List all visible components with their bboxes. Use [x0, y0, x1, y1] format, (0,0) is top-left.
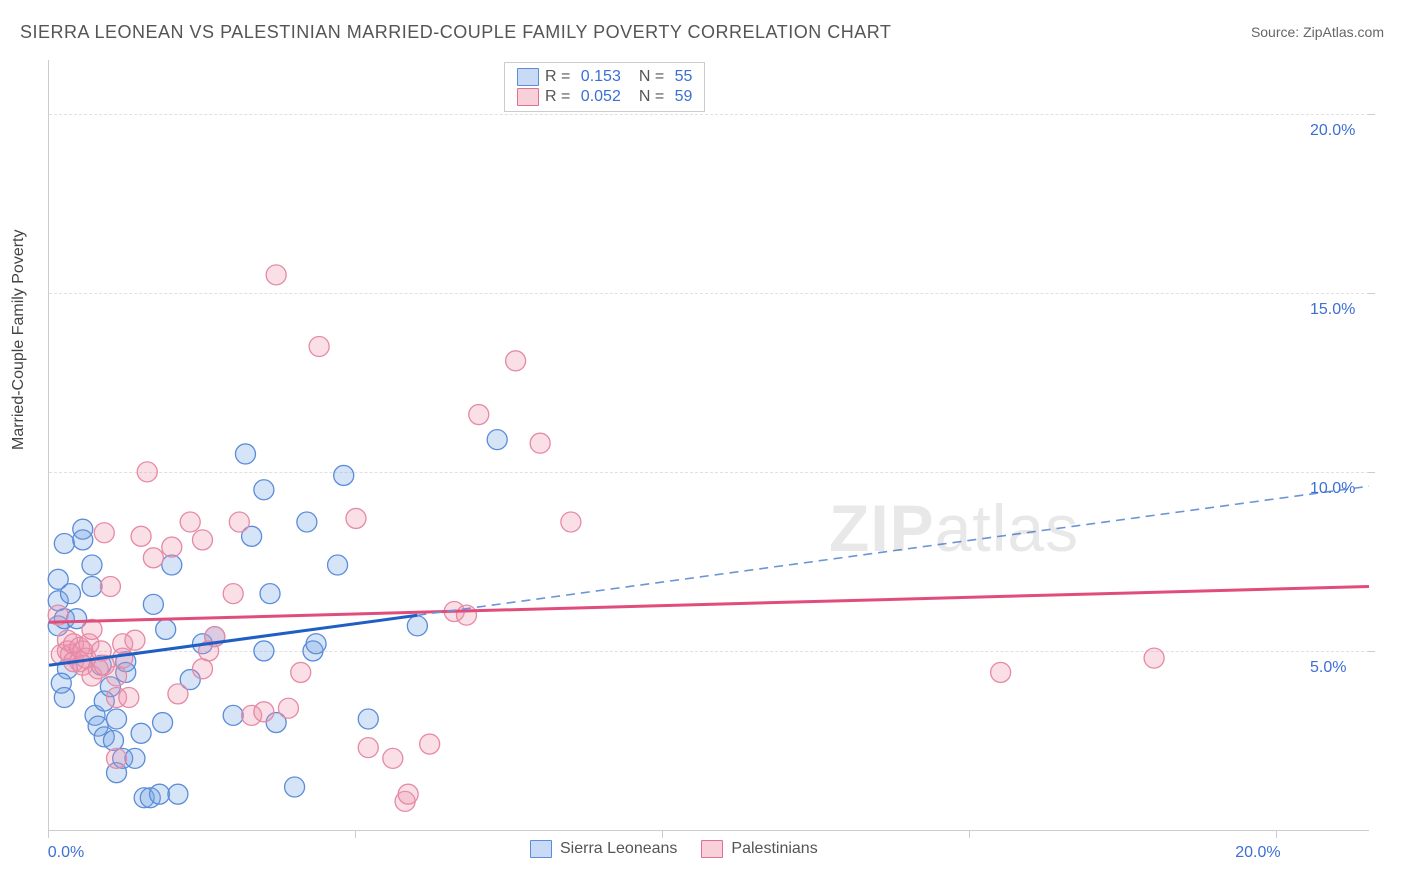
swatch-pink-icon [517, 88, 539, 106]
r-value-pink: 0.052 [581, 88, 621, 106]
data-point [100, 576, 120, 596]
swatch-blue-icon [530, 840, 552, 858]
data-point [420, 734, 440, 754]
data-point [180, 512, 200, 532]
data-point [266, 265, 286, 285]
data-point [407, 616, 427, 636]
data-point [143, 594, 163, 614]
data-point [297, 512, 317, 532]
data-point [223, 705, 243, 725]
trend-line [49, 586, 1369, 622]
data-point [192, 659, 212, 679]
data-point [54, 687, 74, 707]
data-point [278, 698, 298, 718]
data-point [254, 641, 274, 661]
legend-label-blue: Sierra Leoneans [560, 840, 677, 858]
data-point [358, 709, 378, 729]
data-point [150, 784, 170, 804]
y-tick-label: 15.0% [1310, 301, 1355, 319]
y-axis-title: Married-Couple Family Poverty [10, 229, 28, 450]
data-point [192, 530, 212, 550]
n-label: N = [639, 88, 669, 106]
data-point [125, 630, 145, 650]
data-point [107, 666, 127, 686]
plot-area: ZIPatlas R = 0.153 N = 55 R = 0.052 N = … [48, 60, 1369, 831]
data-point [309, 337, 329, 357]
data-point [328, 555, 348, 575]
data-point [346, 508, 366, 528]
data-point [113, 648, 133, 668]
data-point [60, 584, 80, 604]
data-point [235, 444, 255, 464]
data-point [530, 433, 550, 453]
n-label: N = [639, 68, 669, 86]
data-point [54, 533, 74, 553]
y-tick-label: 20.0% [1310, 122, 1355, 140]
data-point [469, 405, 489, 425]
data-point [153, 713, 173, 733]
data-point [168, 684, 188, 704]
data-point [398, 784, 418, 804]
data-point [119, 687, 139, 707]
data-point [82, 555, 102, 575]
data-point [1144, 648, 1164, 668]
data-point [254, 480, 274, 500]
data-point [260, 584, 280, 604]
data-point [156, 619, 176, 639]
data-point [107, 748, 127, 768]
swatch-pink-icon [701, 840, 723, 858]
stats-row-pink: R = 0.052 N = 59 [517, 87, 692, 107]
trend-line [417, 486, 1369, 615]
data-point [162, 555, 182, 575]
data-point [487, 430, 507, 450]
legend-label-pink: Palestinians [731, 840, 817, 858]
swatch-blue-icon [517, 68, 539, 86]
data-point [103, 730, 123, 750]
data-point [82, 576, 102, 596]
data-point [131, 723, 151, 743]
chart-title: SIERRA LEONEAN VS PALESTINIAN MARRIED-CO… [20, 22, 891, 43]
stats-legend-box: R = 0.153 N = 55 R = 0.052 N = 59 [504, 62, 705, 112]
data-point [73, 530, 93, 550]
data-point [383, 748, 403, 768]
legend-item-blue: Sierra Leoneans [530, 840, 677, 858]
data-point [334, 465, 354, 485]
n-value-blue: 55 [675, 68, 693, 86]
data-point [991, 662, 1011, 682]
data-point [561, 512, 581, 532]
data-point [254, 702, 274, 722]
y-tick-label: 5.0% [1310, 659, 1346, 677]
data-point [107, 709, 127, 729]
data-point [229, 512, 249, 532]
r-value-blue: 0.153 [581, 68, 621, 86]
data-point [137, 462, 157, 482]
legend-item-pink: Palestinians [701, 840, 817, 858]
data-point [125, 748, 145, 768]
data-point [291, 662, 311, 682]
scatter-svg [49, 60, 1369, 830]
data-point [168, 784, 188, 804]
x-tick-label: 0.0% [48, 844, 84, 862]
bottom-legend: Sierra Leoneans Palestinians [530, 840, 818, 858]
data-point [131, 526, 151, 546]
y-tick-label: 10.0% [1310, 480, 1355, 498]
data-point [506, 351, 526, 371]
data-point [306, 634, 326, 654]
x-tick-label: 20.0% [1235, 844, 1280, 862]
data-point [162, 537, 182, 557]
data-point [94, 523, 114, 543]
data-point [285, 777, 305, 797]
source-label: Source: ZipAtlas.com [1251, 24, 1384, 40]
data-point [223, 584, 243, 604]
r-label: R = [545, 88, 575, 106]
trend-line [49, 615, 417, 665]
r-label: R = [545, 68, 575, 86]
n-value-pink: 59 [675, 88, 693, 106]
stats-row-blue: R = 0.153 N = 55 [517, 67, 692, 87]
data-point [358, 738, 378, 758]
data-point [143, 548, 163, 568]
